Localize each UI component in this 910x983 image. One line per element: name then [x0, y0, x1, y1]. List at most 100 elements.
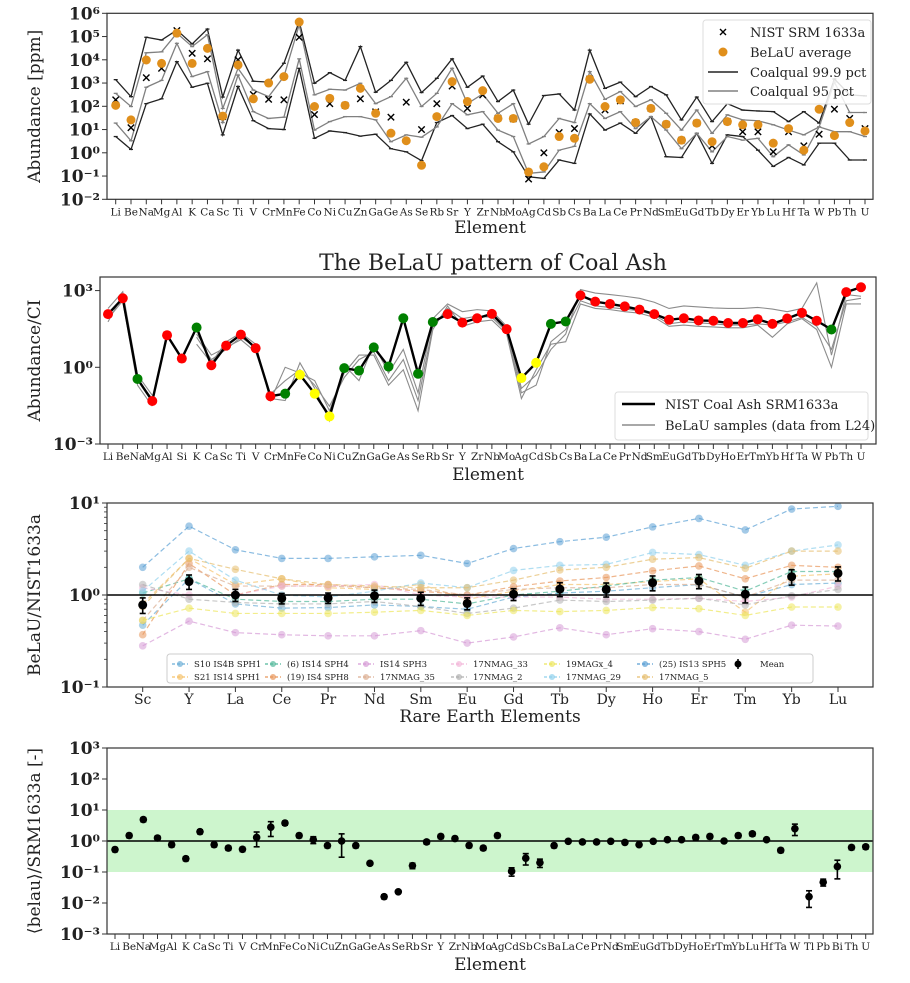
nist-marker: [540, 149, 548, 157]
x-tick-label: Tb: [705, 206, 719, 218]
x-tick-label: Cd: [529, 451, 544, 463]
legend-label: IS14 SPH3: [380, 660, 427, 670]
nist-marker: [524, 175, 533, 183]
x-tick-label: Gd: [503, 692, 523, 708]
legend-label: (25) IS13 SPH5: [659, 659, 726, 670]
legend-label: NIST SRM 1633a: [750, 26, 865, 41]
nist-marker: [417, 125, 426, 134]
ratio-point: [649, 837, 658, 846]
x-tick-label: As: [377, 941, 391, 953]
x-tick-label: Zn: [352, 451, 366, 463]
belau-average-marker: [340, 100, 350, 110]
belau-average-marker: [814, 104, 824, 114]
y-tick-label: 10³: [62, 282, 93, 302]
belau-average-marker: [799, 145, 809, 155]
nist-marker: [738, 128, 747, 136]
sample-line: [196, 297, 862, 408]
series-point: [787, 505, 796, 513]
belau-average-marker: [111, 100, 121, 110]
ratio-point: [507, 867, 516, 876]
x-tick-label: Ho: [642, 692, 663, 708]
legend-label: (6) IS14 SPH4: [287, 659, 349, 670]
x-tick-label: Ti: [236, 451, 247, 463]
y-tick-label: 10²: [69, 770, 100, 790]
belau-average-marker: [784, 124, 794, 134]
ratio-point: [167, 840, 176, 849]
belau-average-marker: [141, 55, 151, 65]
series-point: [277, 582, 286, 590]
x-tick-label: Li: [110, 941, 121, 953]
belau-average-marker: [325, 93, 335, 103]
x-tick-label: Zn: [353, 206, 367, 218]
belau-average-marker: [187, 58, 197, 68]
mean-point: [601, 584, 611, 594]
x-tick-label: K: [188, 206, 196, 218]
x-tick-label: Sr: [446, 206, 459, 218]
x-tick-label: Eu: [632, 941, 647, 953]
x-tick-label: Ag: [520, 206, 536, 218]
x-tick-label: Cs: [533, 941, 546, 953]
legend-dot-icon: [363, 661, 369, 667]
x-tick-label: V: [249, 206, 258, 218]
nist-point: [368, 342, 379, 353]
y-tick-label: 10³: [69, 74, 100, 94]
series-point: [834, 547, 842, 555]
series-point: [370, 553, 379, 561]
y-tick-label: 10⁻³: [60, 925, 100, 945]
x-tick-label: W: [789, 941, 800, 953]
x-tick-label: La: [598, 206, 611, 218]
y-tick-label: 10²: [69, 97, 100, 117]
belau-average-marker: [355, 83, 365, 93]
ratio-point: [861, 842, 870, 851]
series-point: [695, 594, 703, 603]
x-tick-label: Cu: [320, 941, 335, 953]
series-point: [277, 574, 286, 583]
series-point: [695, 604, 703, 613]
legend-label: (19) IS4 SPH8: [287, 672, 349, 683]
nist-marker: [570, 124, 579, 133]
nist-point: [664, 314, 675, 325]
x-tick-label: Ho: [688, 941, 703, 953]
ratio-point: [621, 838, 629, 847]
x-tick-label: Rb: [405, 941, 420, 953]
y-tick-label: 10⁻¹: [60, 863, 100, 883]
series-point: [695, 562, 703, 570]
coalqual-line-lower: [115, 60, 865, 180]
y-tick-label: 10⁵: [69, 28, 100, 48]
belau-average-marker: [753, 120, 763, 130]
y-axis-label: Abundance/CI: [25, 299, 45, 422]
x-tick-label: Nd: [632, 451, 648, 463]
y-tick-label: 10⁻²: [60, 894, 100, 914]
x-tick-label: K: [182, 941, 190, 953]
belau-average-marker: [569, 133, 579, 143]
series-point: [741, 635, 750, 644]
ratio-point: [224, 844, 233, 852]
legend-box: [702, 19, 872, 105]
x-tick-label: Ag: [489, 941, 505, 953]
x-tick-label: Yb: [765, 451, 780, 463]
mean-point: [369, 591, 379, 601]
x-tick-label: As: [396, 451, 410, 463]
belau-average-marker: [539, 162, 549, 172]
legend-dot-icon: [177, 661, 183, 667]
ratio-point: [578, 838, 587, 846]
nist-point: [841, 287, 852, 298]
plot-frame: [106, 747, 874, 935]
ratio-point: [762, 835, 771, 844]
ratio-point: [635, 840, 643, 849]
belau-average-marker: [554, 132, 564, 142]
x-tick-label: Yb: [730, 941, 745, 953]
series-line: [142, 544, 839, 598]
y-tick-label: 10⁰: [69, 144, 100, 164]
series-point: [185, 547, 193, 555]
nist-point: [162, 330, 173, 341]
belau-average-marker: [264, 78, 274, 88]
x-tick-label: Ho: [720, 451, 735, 463]
series-point: [648, 548, 657, 557]
nist-point: [309, 388, 320, 399]
x-tick-label: Ni: [324, 206, 337, 218]
x-tick-label: U: [857, 451, 866, 463]
nist-point: [516, 373, 527, 384]
x-tick-label: Er: [704, 941, 718, 953]
